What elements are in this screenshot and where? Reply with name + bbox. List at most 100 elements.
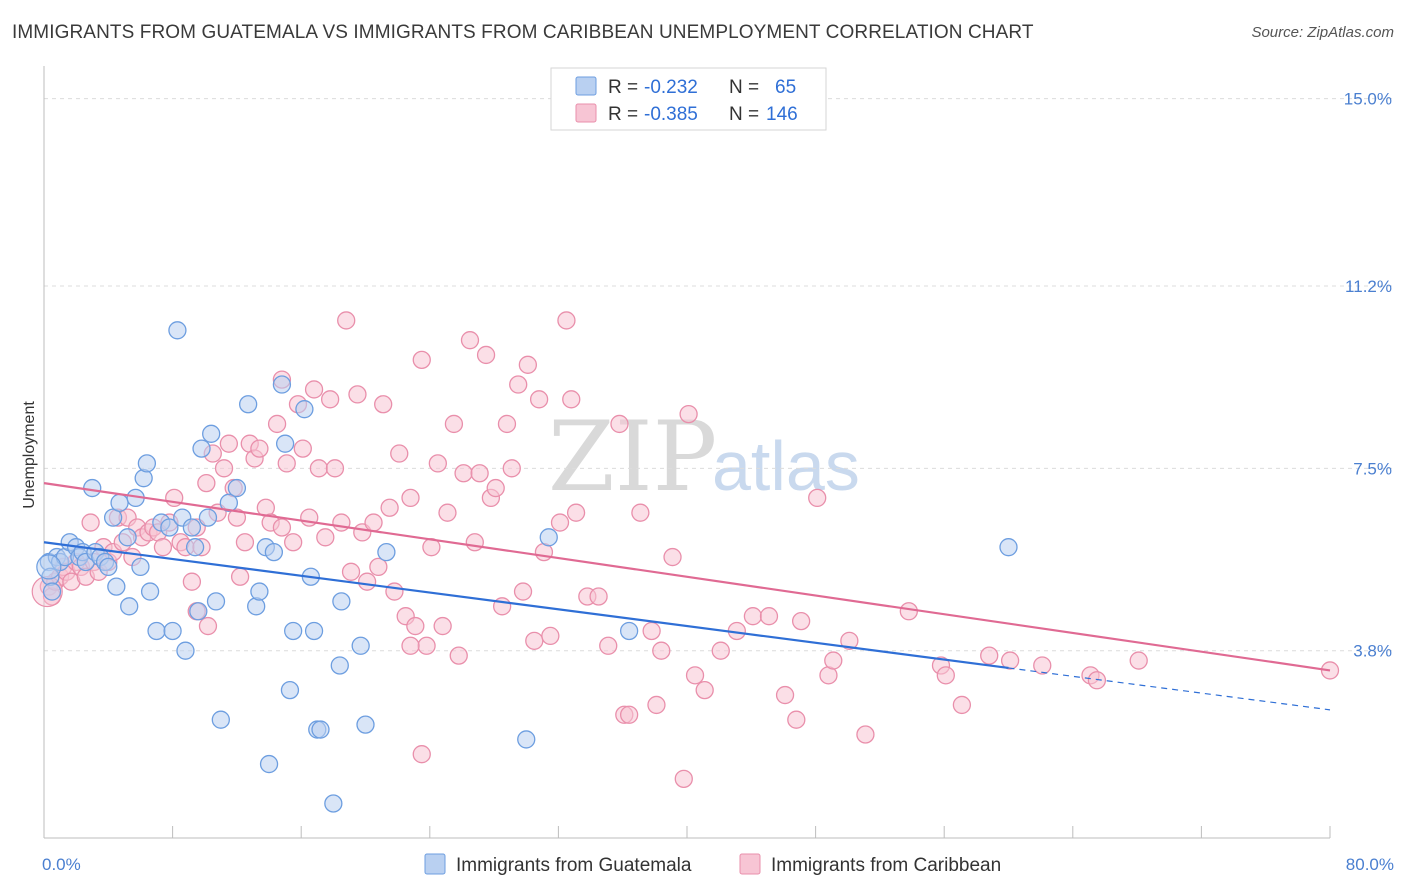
caribbean-point [550,513,570,532]
caribbean-point [529,390,549,409]
guatemala-point [351,636,370,655]
guatemala-point [295,400,314,419]
caribbean-point [840,631,859,650]
bottom-legend-label-caribbean: Immigrants from Caribbean [771,855,1001,876]
caribbean-point [332,513,351,532]
caribbean-point [631,503,650,522]
caribbean-point [153,538,173,557]
caribbean-point [337,311,356,330]
guatemala-point [250,582,269,601]
legend-swatch-guatemala [575,76,597,96]
legend-r-label: R = [608,104,638,125]
axes [43,66,1331,839]
guatemala-point [99,557,118,577]
caribbean-point [412,745,431,764]
caribbean-point [470,464,489,483]
caribbean-point [610,414,629,434]
caribbean-point [284,533,303,552]
guatemala-point [140,582,160,601]
caribbean-point [525,631,544,650]
caribbean-point [320,390,340,409]
guatemala-point [377,542,396,562]
legend-n-value-caribbean: 146 [766,104,798,125]
legend-r-value-caribbean: -0.385 [644,104,698,125]
caribbean-point [476,345,496,365]
caribbean-point [304,380,324,399]
y-tick-labels: 3.8% 7.5% 11.2% 15.0% [1344,90,1392,661]
caribbean-point [309,459,329,478]
caribbean-point [444,414,464,434]
caribbean-point [557,311,576,330]
y-tick-label: 7.5% [1353,459,1392,478]
caribbean-point [348,385,367,404]
top-legend-box [550,67,827,131]
y-tick-label: 11.2% [1345,277,1392,296]
guatemala-point [356,715,375,734]
guatemala-point [131,557,150,577]
guatemala-point [137,454,157,473]
bottom-legend: Immigrants from Guatemala Immigrants fro… [424,853,1001,876]
caribbean-point [952,695,972,715]
y-tick-label: 15.0% [1344,90,1392,109]
caribbean-point [685,666,705,685]
guatemala-point [42,582,62,601]
guatemala-point [189,602,208,621]
caribbean-point [619,705,639,724]
caribbean-point [182,572,202,591]
caribbean-point [198,616,218,636]
guatemala-point [147,621,166,641]
chart-title: IMMIGRANTS FROM GUATEMALA VS IMMIGRANTS … [12,22,1034,43]
caribbean-point [674,769,693,789]
caribbean-point [856,725,875,744]
caribbean-point [277,454,296,473]
caribbean-point [509,375,528,394]
caribbean-point [1129,651,1148,670]
guatemala-point [517,730,536,749]
guatemala-point [280,680,300,700]
guatemala-point-cluster [36,554,62,580]
caribbean-point [1087,671,1107,690]
caribbean-point [518,355,538,374]
guatemala-point [182,518,202,537]
caribbean-point [401,488,420,508]
legend-r-value-guatemala: -0.232 [644,77,698,98]
caribbean-point [775,685,795,705]
caribbean-point [513,582,533,601]
guatemala-point [202,424,221,443]
caribbean-point [460,331,480,350]
guatemala-point [264,542,284,562]
caribbean-point [936,666,955,685]
guatemala-point [275,434,295,453]
caribbean-point [412,350,431,370]
x-tick-label-min: 0.0% [42,855,81,874]
caribbean-point [743,607,763,626]
caribbean-point [325,459,345,478]
guatemala-point [259,754,279,774]
caribbean-point [465,533,484,552]
caribbean-point [652,641,671,660]
guatemala-point [324,794,343,813]
legend-r-label: R = [608,77,638,98]
guatemala-point [239,395,258,414]
guatemala-point [330,656,349,675]
guatemala-point [168,321,187,340]
caribbean-trend-line [43,482,1331,672]
guatemala-point [83,478,102,498]
caribbean-point [647,695,666,715]
guatemala-point [311,720,330,739]
legend-n-value-guatemala: 65 [775,77,796,98]
caribbean-point [369,557,388,577]
caribbean-point [980,646,999,665]
guatemala-point [163,621,182,641]
y-tick-label: 3.8% [1353,642,1392,661]
guatemala-point [134,469,153,488]
caribbean-point [663,547,682,567]
caribbean-point [235,533,255,552]
caribbean-point [385,582,404,601]
caribbean-point [759,607,779,626]
guatemala-point [247,597,266,616]
caribbean-point [1000,651,1020,670]
caribbean-point [374,395,393,414]
caribbean-point [197,473,216,493]
